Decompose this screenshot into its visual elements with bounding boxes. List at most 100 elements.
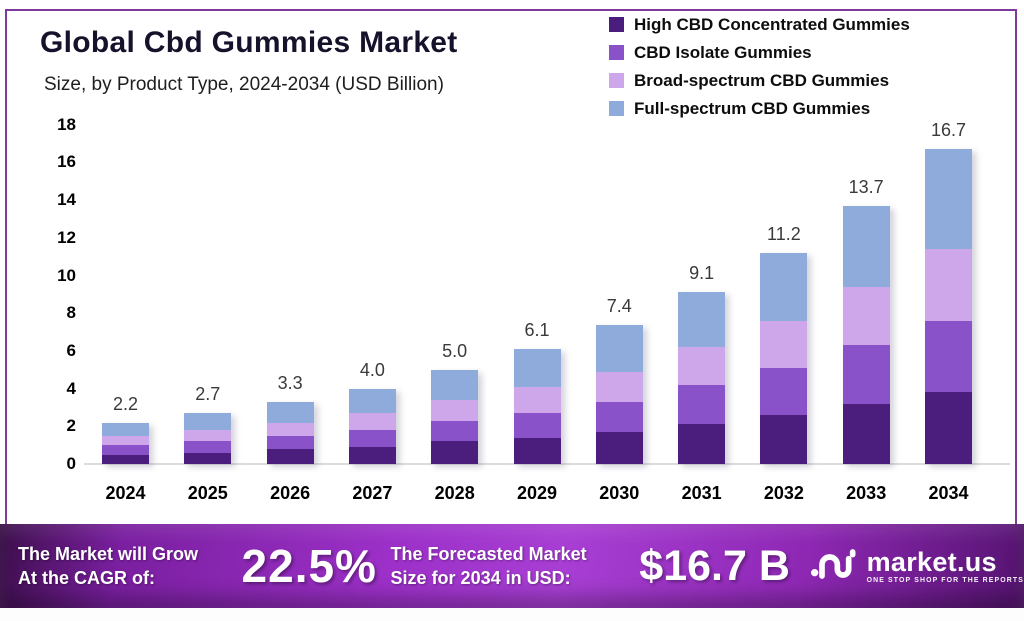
bar-segment [678,384,726,425]
bar-value-label: 6.1 [524,320,550,340]
brand-name: market.us [866,547,997,577]
brand-text: market.us ONE STOP SHOP FOR THE REPORTS [867,548,1024,584]
bar-value-label: 5.0 [442,340,468,361]
bar-2031 [678,292,726,464]
bar-value-label: 2.2 [112,393,139,414]
bar-value-label: 9.1 [689,263,715,284]
bar-segment [760,367,808,415]
banner: The Market will Grow At the CAGR of: 22.… [0,524,1024,608]
bar-segment [925,320,972,393]
x-axis-label: 2034 [928,483,969,503]
bar-segment [842,286,890,346]
bar-segment [678,424,726,464]
bar-segment [595,401,643,432]
bar-segment [595,431,643,464]
bar-segment [513,349,561,387]
cagr-label: The Market will Grow At the CAGR of: [18,542,236,590]
bar-value-label: 4.0 [359,359,385,380]
bar-segment [760,252,808,321]
bar-2034 [925,149,972,464]
bar-segment [102,435,149,446]
x-axis-label: 2026 [270,483,311,503]
bar-segment [348,388,396,414]
bar-segment [266,401,314,423]
bar-segment [266,435,314,449]
bar-segment [184,430,232,442]
y-axis-tick-label: 12 [57,227,76,247]
y-axis-tick-label: 10 [57,265,76,285]
bar-segment [842,205,890,287]
bar-segment [678,292,726,348]
bar-segment [595,371,643,402]
bar-value-label: 2.7 [195,384,221,405]
y-axis-tick-label: 4 [66,378,76,398]
bar-2027 [348,388,396,464]
bar-segment [925,149,972,250]
y-axis-tick-label: 8 [66,303,76,323]
bar-segment [348,413,396,431]
cagr-label-line2: At the CAGR of: [18,568,155,588]
brand-logo: market.us ONE STOP SHOP FOR THE REPORTS [810,547,1024,586]
market-us-swirl-icon [810,547,858,586]
legend-swatch [609,45,624,60]
bar-2026 [266,401,314,464]
forecast-label: The Forecasted Market Size for 2034 in U… [391,542,634,590]
bar-2024 [102,422,149,464]
x-axis-line [84,463,1010,465]
legend-swatch [609,17,624,32]
bar-segment [348,447,396,464]
x-axis-label: 2029 [516,483,558,503]
bar-segment [431,369,479,400]
bar-segment [513,413,561,438]
brand-tagline: ONE STOP SHOP FOR THE REPORTS [866,577,1024,584]
x-axis-label: 2028 [434,483,475,503]
y-axis-tick-label: 6 [66,340,76,360]
cagr-value: 22.5% [241,540,377,592]
bar-segment [595,324,643,372]
forecast-value: $16.7 B [639,541,790,590]
bar-segment [266,448,314,464]
bar-segment [925,249,972,321]
x-axis-label: 2032 [763,483,804,503]
bar-segment [266,422,314,436]
bar-segment [102,454,149,464]
x-axis-label: 2027 [352,483,393,503]
legend-item: Broad-spectrum CBD Gummies [609,71,910,90]
bar-value-label: 11.2 [767,223,801,244]
chart-subtitle: Size, by Product Type, 2024-2034 (USD Bi… [44,74,444,95]
legend-item: Full-spectrum CBD Gummies [609,99,910,118]
bar-2030 [595,324,643,464]
legend-label: High CBD Concentrated Gummies [634,15,910,34]
bar-2025 [184,413,232,464]
legend-label: CBD Isolate Gummies [634,43,812,62]
forecast-label-line2: Size for 2034 in USD: [390,568,571,588]
legend-label: Full-spectrum CBD Gummies [634,99,871,118]
bar-segment [431,420,479,442]
bar-segment [513,437,561,464]
bar-segment [925,392,972,464]
bar-2028 [431,369,479,464]
bar-segment [513,386,561,414]
bar-segment [431,441,479,464]
y-axis-tick-label: 0 [66,454,76,473]
bar-segment [760,320,808,368]
x-axis-label: 2024 [105,483,146,503]
x-axis-label: 2033 [846,483,887,503]
y-axis-tick-label: 16 [57,152,76,172]
bar-segment [184,452,232,464]
forecast-label-line1: The Forecasted Market [390,544,587,564]
bar-segment [184,441,232,453]
legend-item: High CBD Concentrated Gummies [609,15,910,34]
bar-segment [184,413,232,431]
x-axis-label: 2025 [187,483,228,503]
bar-segment [760,414,808,464]
bottom-strip [0,608,1024,621]
chart-title: Global Cbd Gummies Market [40,26,458,59]
bar-value-label: 16.7 [930,120,967,141]
bar-segment [842,403,890,464]
bar-value-label: 7.4 [606,295,632,316]
bar-2029 [513,349,561,464]
bar-segment [678,347,726,385]
bar-segment [102,445,149,455]
